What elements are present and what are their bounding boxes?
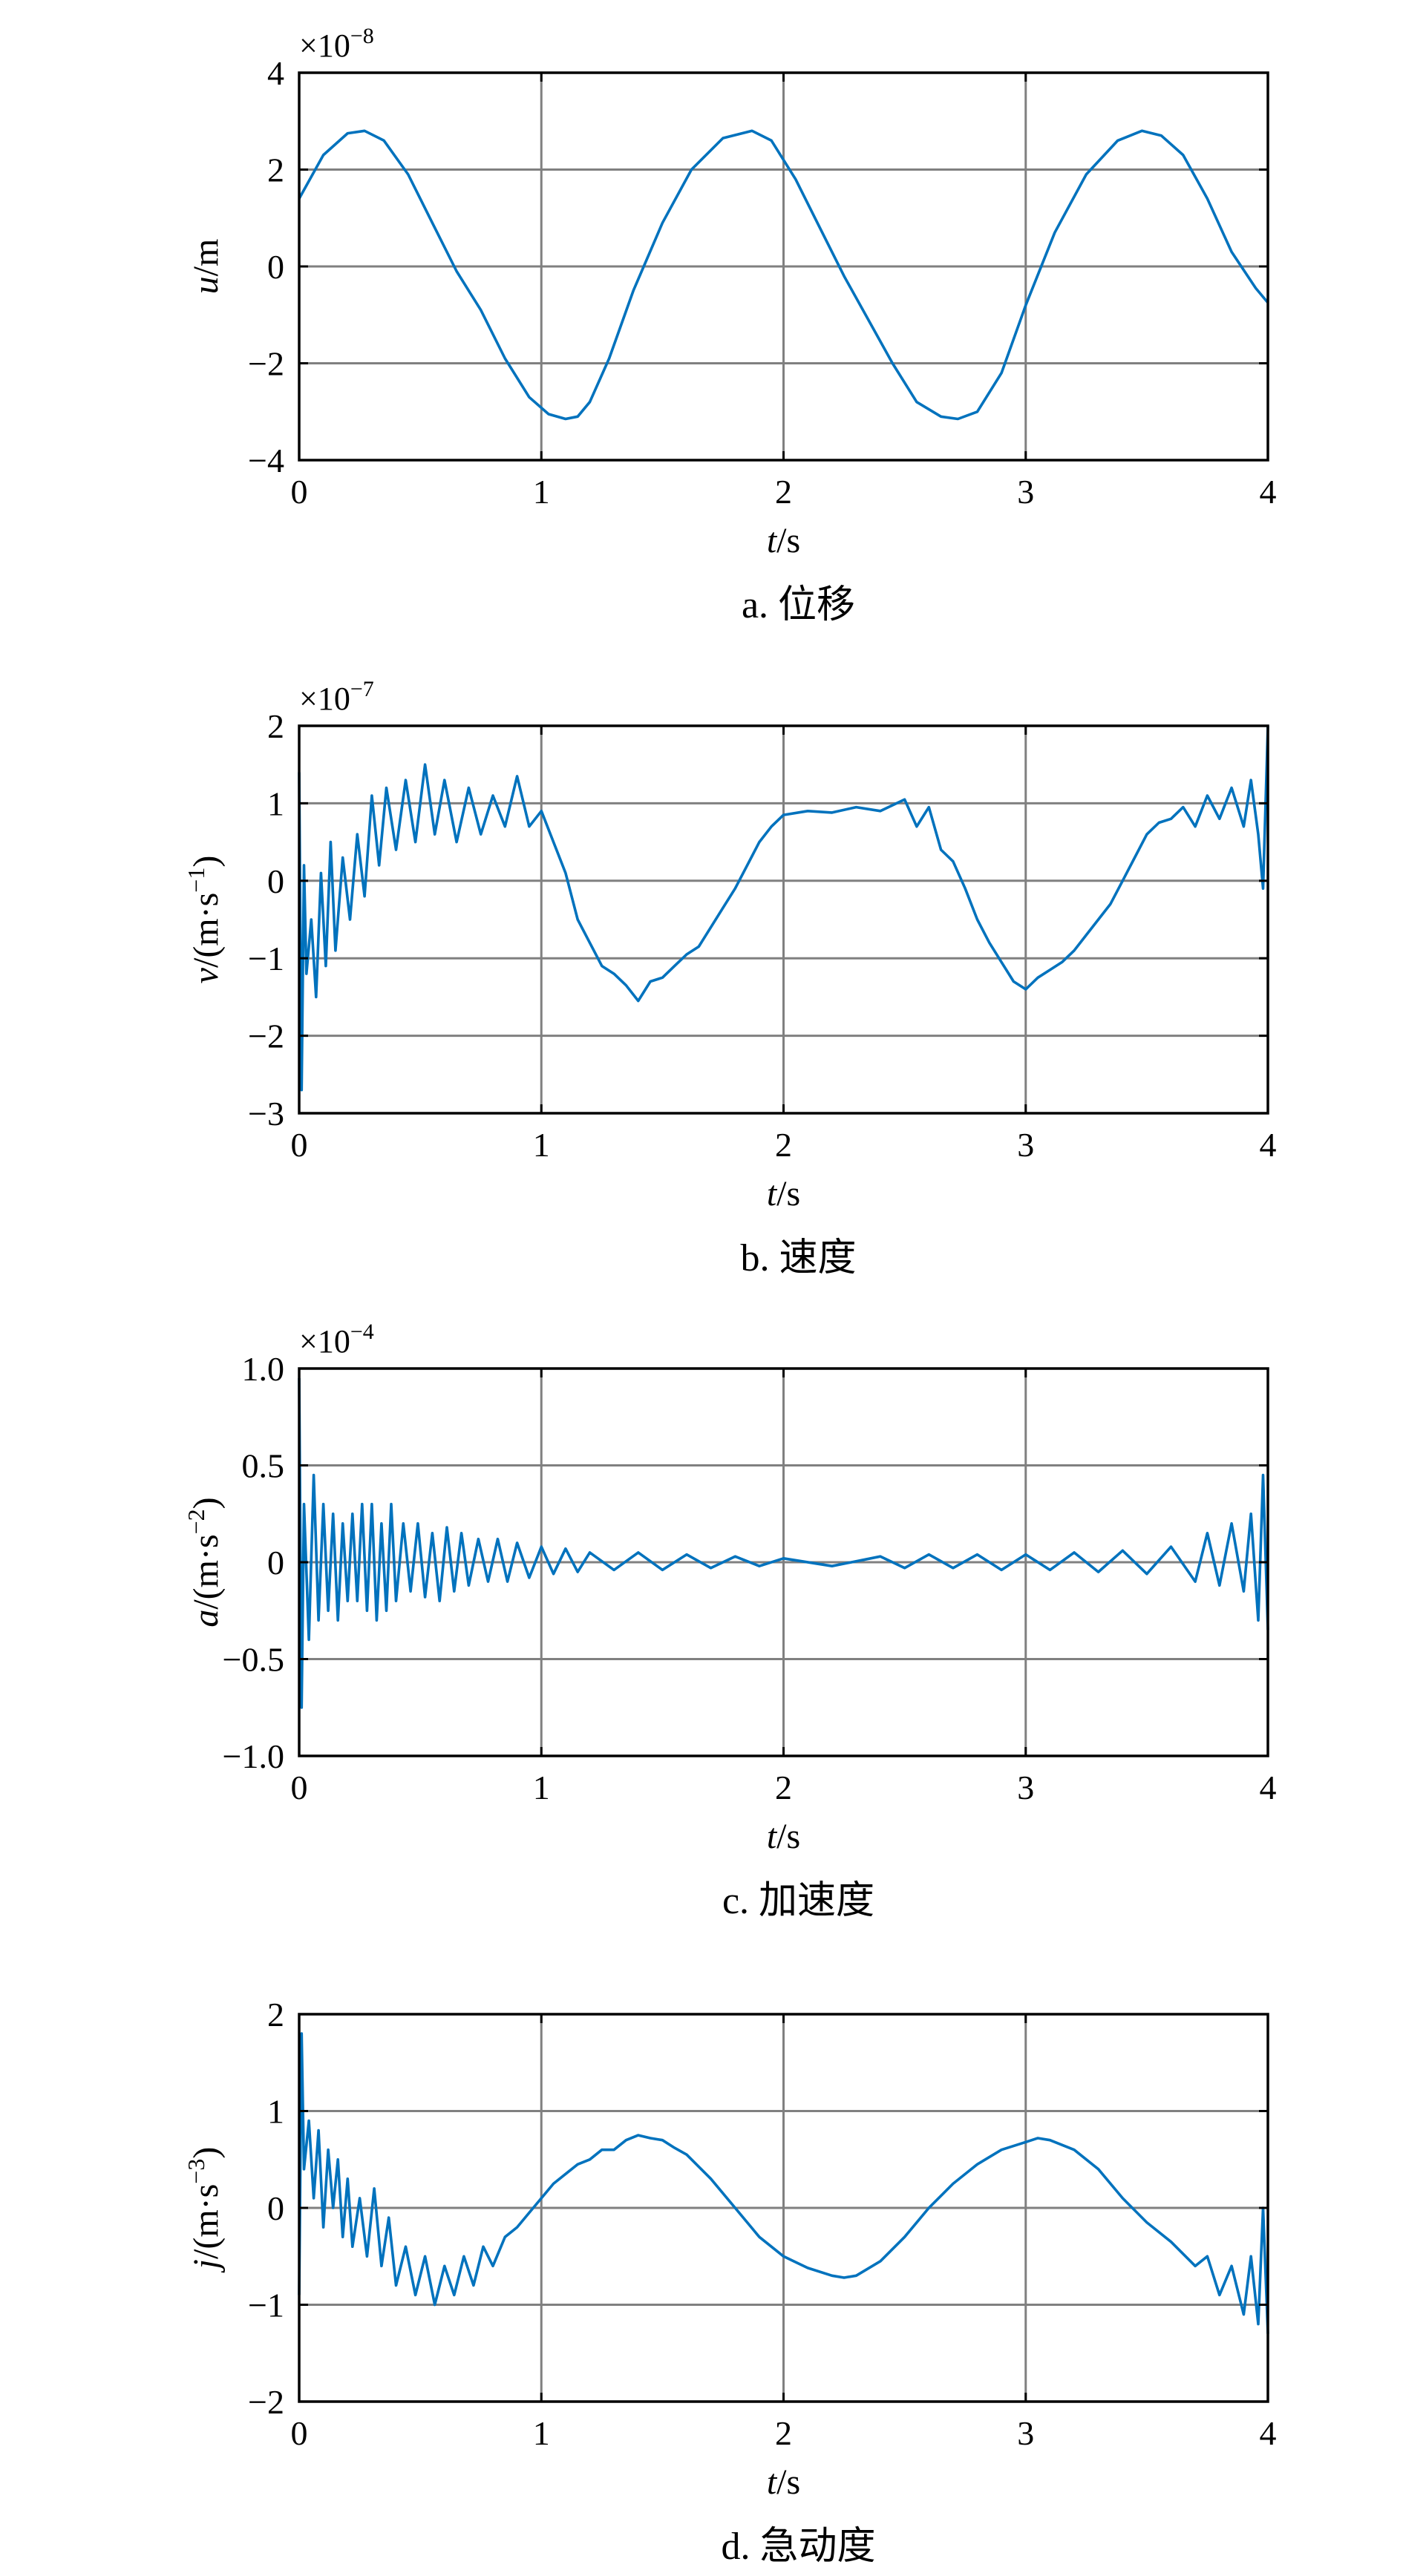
y-tick-label: 1 xyxy=(267,2093,284,2131)
y-axis-label: j/(m·s−3) xyxy=(183,2147,226,2274)
y-tick-label: −1 xyxy=(248,940,284,977)
x-axis-label: t/s xyxy=(767,2462,800,2502)
axis-multiplier: ×10−8 xyxy=(299,24,374,64)
y-tick-label: 0 xyxy=(267,862,284,900)
x-tick-label: 0 xyxy=(291,1126,308,1164)
panel-a: 0 1 2 3 4 4 2 0 −2 −4 ×10−8 t/s u/m a. 位移 xyxy=(186,24,1277,626)
y-tick-label: −2 xyxy=(248,2383,284,2421)
y-tick-label: −2 xyxy=(248,345,284,383)
x-tick-label: 1 xyxy=(533,473,550,511)
series-line-c xyxy=(298,1377,1269,1709)
axis-multiplier: ×10−4 xyxy=(299,1320,374,1360)
x-tick-label: 3 xyxy=(1017,1769,1034,1806)
y-axis-label: a/(m·s−2) xyxy=(183,1497,226,1627)
x-tick-label: 2 xyxy=(775,1126,792,1164)
y-tick-label: 0 xyxy=(267,248,284,286)
y-tick-label: 2 xyxy=(267,707,284,745)
y-tick-label: 1.0 xyxy=(242,1350,285,1388)
y-tick-label: −4 xyxy=(248,442,284,479)
caption-c: c. 加速度 xyxy=(722,1880,874,1922)
caption-a: a. 位移 xyxy=(742,584,855,626)
y-tick-label: 2 xyxy=(267,1996,284,2033)
y-axis-label: v/(m·s−1) xyxy=(183,856,226,984)
x-tick-label: 3 xyxy=(1017,1126,1034,1164)
panel-b: 0 1 2 3 4 2 1 0 −1 −2 −3 ×10−7 t/s v/(m·s−1) b. 速度 xyxy=(183,677,1277,1279)
x-tick-label: 1 xyxy=(533,1769,550,1806)
x-tick-label: 0 xyxy=(291,1769,308,1806)
y-axis-label: u/m xyxy=(186,239,226,295)
x-tick-label: 2 xyxy=(775,1769,792,1806)
x-axis-label: t/s xyxy=(767,1174,800,1213)
y-tick-label: 0 xyxy=(267,2189,284,2227)
y-tick-label: 2 xyxy=(267,151,284,189)
x-tick-label: 3 xyxy=(1017,473,1034,511)
series-line-d xyxy=(298,2032,1269,2334)
axis-multiplier: ×10−7 xyxy=(299,677,374,717)
y-tick-label: −3 xyxy=(248,1095,284,1133)
y-tick-label: −0.5 xyxy=(223,1641,284,1679)
x-tick-label: 1 xyxy=(533,1126,550,1164)
y-tick-label: −1.0 xyxy=(223,1737,284,1775)
x-tick-label: 0 xyxy=(291,2414,308,2452)
x-tick-label: 1 xyxy=(533,2414,550,2452)
y-tick-label: −2 xyxy=(248,1017,284,1055)
y-tick-label: 1 xyxy=(267,784,284,822)
x-tick-label: 2 xyxy=(775,2414,792,2452)
y-tick-label: −1 xyxy=(248,2287,284,2324)
x-axis-label: t/s xyxy=(767,1817,800,1856)
x-tick-label: 3 xyxy=(1017,2414,1034,2452)
y-tick-label: 4 xyxy=(267,54,284,92)
x-tick-label: 4 xyxy=(1260,473,1277,511)
x-tick-label: 4 xyxy=(1260,2414,1277,2452)
x-tick-label: 4 xyxy=(1260,1126,1277,1164)
series-line-b xyxy=(298,725,1269,1092)
series-line-a xyxy=(298,129,1269,421)
caption-b: b. 速度 xyxy=(740,1237,856,1279)
caption-d: d. 急动度 xyxy=(721,2526,875,2568)
x-tick-label: 0 xyxy=(291,473,308,511)
panel-c: 0 1 2 3 4 1.0 0.5 0 −0.5 −1.0 ×10−4 t/s a/(m·s−2) c. … xyxy=(183,1320,1277,1922)
panel-d: 0 1 2 3 4 2 1 0 −1 −2 t/s j/(m·s−3) d. 急动度 xyxy=(183,1996,1277,2568)
y-tick-label: 0 xyxy=(267,1544,284,1582)
x-axis-label: t/s xyxy=(767,521,800,560)
x-tick-label: 4 xyxy=(1260,1769,1277,1806)
x-tick-label: 2 xyxy=(775,473,792,511)
y-tick-label: 0.5 xyxy=(242,1447,285,1485)
